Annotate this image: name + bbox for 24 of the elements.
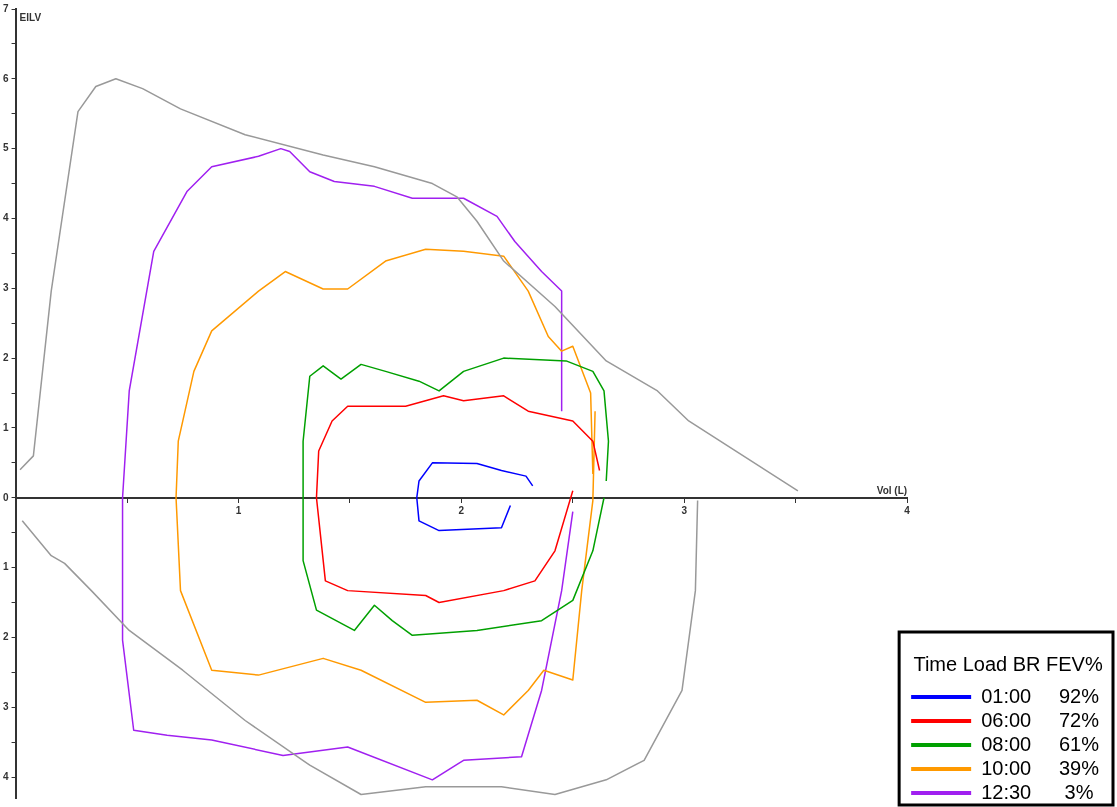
x-tick-label: 3 [681,504,688,516]
y-tick-label: 0 [3,491,9,503]
y-tick-label: 2 [3,351,9,363]
y-tick-label: 1 [3,421,9,433]
legend-title: Time Load BR FEV% [913,652,1103,675]
legend-label: 06:00 72% [981,708,1100,731]
y-axis-title: EILV [19,11,42,23]
x-axis-title: Vol (L) [876,484,908,496]
legend-label: 12:30 3% [981,780,1094,803]
y-tick-label: 1 [3,561,9,573]
x-tick-label: 2 [458,504,465,516]
legend-label: 01:00 92% [981,684,1100,707]
y-tick-label: 3 [3,700,9,712]
x-tick-label: 1 [235,504,242,516]
legend-label: 08:00 61% [981,732,1100,755]
y-tick-label: 7 [3,2,9,14]
y-tick-label: 4 [3,770,9,782]
legend-label: 10:00 39% [981,756,1100,779]
y-tick-label: 4 [3,212,9,224]
y-tick-label: 5 [3,142,9,154]
y-tick-label: 6 [3,72,9,84]
y-tick-label: 3 [3,282,9,294]
x-tick-label: 4 [904,504,911,516]
y-tick-label: 2 [3,631,9,643]
